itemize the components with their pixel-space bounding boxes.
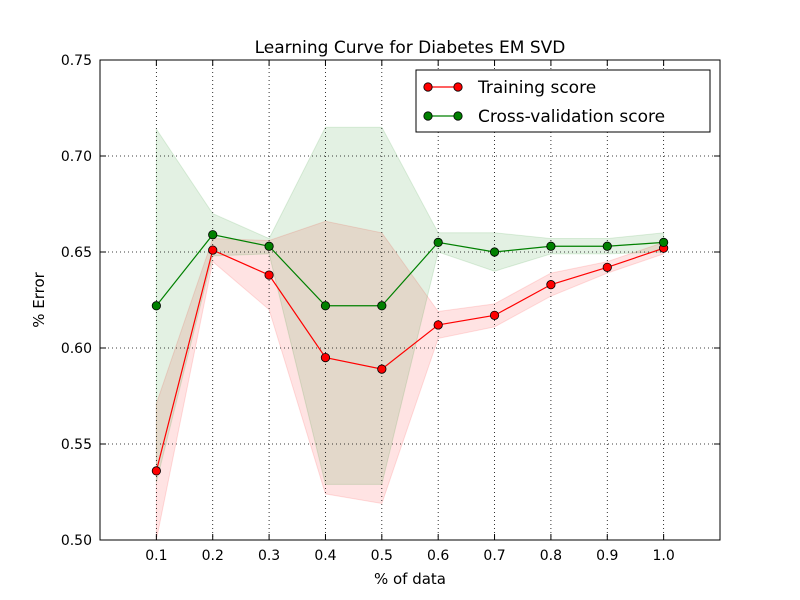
data-point bbox=[489, 247, 500, 257]
legend-marker bbox=[453, 111, 463, 121]
x-tick-label: 0.6 bbox=[427, 548, 449, 564]
series-lines bbox=[155, 234, 664, 472]
data-point bbox=[433, 237, 443, 247]
y-tick-label: 0.65 bbox=[61, 245, 92, 261]
x-tick-label: 1.0 bbox=[653, 548, 675, 564]
x-tick-label: 0.2 bbox=[202, 548, 224, 564]
x-axis-label: % of data bbox=[374, 570, 446, 588]
x-tick-labels: 0.1 0.2 0.3 0.4 0.5 0.6 0.7 0.8 0.9 1.0 bbox=[145, 548, 675, 564]
legend-marker bbox=[423, 111, 433, 121]
data-point bbox=[264, 241, 274, 251]
data-point bbox=[433, 320, 443, 330]
x-tick-label: 0.7 bbox=[483, 548, 505, 564]
x-tick-label: 0.1 bbox=[145, 548, 167, 564]
data-point bbox=[264, 270, 274, 280]
series-markers bbox=[151, 230, 669, 476]
data-point bbox=[602, 241, 612, 251]
y-tick-label: 0.60 bbox=[61, 341, 92, 357]
y-tick-labels: 0.50 0.55 0.60 0.65 0.70 0.75 bbox=[61, 53, 92, 549]
legend-label-1: Training score bbox=[477, 78, 596, 98]
data-point bbox=[320, 301, 331, 311]
x-tick-label: 0.4 bbox=[314, 548, 336, 564]
chart-title: Learning Curve for Diabetes EM SVD bbox=[255, 38, 566, 58]
y-axis-label: % Error bbox=[30, 271, 48, 327]
data-point bbox=[151, 466, 161, 476]
data-point bbox=[602, 262, 612, 272]
y-tick-label: 0.50 bbox=[61, 533, 92, 549]
data-point bbox=[659, 237, 669, 247]
y-tick-label: 0.75 bbox=[61, 53, 92, 69]
confidence-band-1 bbox=[155, 220, 665, 541]
confidence-band-2 bbox=[155, 126, 665, 485]
plot-area-frame bbox=[99, 59, 721, 541]
data-point bbox=[546, 241, 556, 251]
x-tick-label: 0.3 bbox=[258, 548, 280, 564]
legend-marker bbox=[453, 82, 463, 92]
x-tick-label: 0.9 bbox=[596, 548, 618, 564]
axis-ticks bbox=[100, 59, 720, 541]
x-tick-label: 0.5 bbox=[371, 548, 393, 564]
legend-label-2: Cross-validation score bbox=[478, 107, 665, 127]
data-point bbox=[320, 352, 331, 363]
series-line-1 bbox=[155, 247, 664, 472]
data-point bbox=[489, 310, 500, 320]
data-point bbox=[377, 364, 387, 374]
legend-marker bbox=[423, 82, 433, 92]
legend: Training score Cross-validation score bbox=[415, 69, 711, 133]
data-point bbox=[377, 301, 387, 311]
data-point bbox=[208, 230, 218, 240]
data-point bbox=[546, 280, 556, 290]
x-tick-label: 0.8 bbox=[540, 548, 562, 564]
legend-frame bbox=[415, 69, 711, 133]
confidence-bands bbox=[155, 126, 665, 541]
data-point bbox=[208, 245, 218, 255]
series-line-2 bbox=[155, 234, 664, 307]
y-tick-label: 0.70 bbox=[61, 149, 92, 165]
data-point bbox=[151, 301, 161, 311]
y-tick-label: 0.55 bbox=[61, 437, 92, 453]
